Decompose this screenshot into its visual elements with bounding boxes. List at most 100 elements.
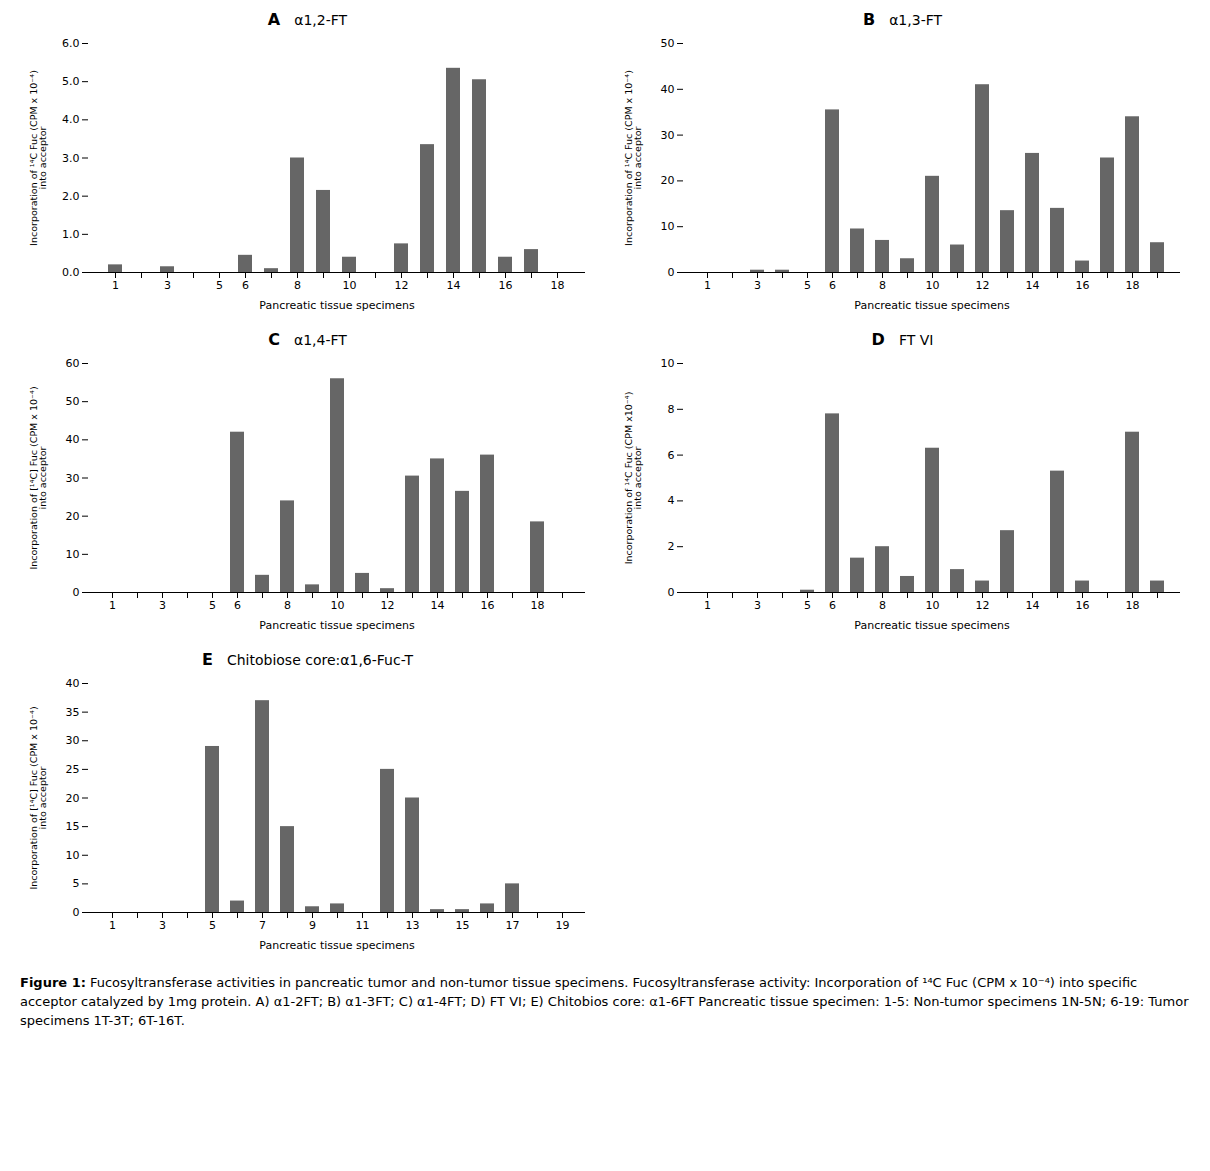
svg-text:16: 16 [1076,279,1090,292]
svg-text:Incorporation of ¹⁴C Fuc (CPM: Incorporation of ¹⁴C Fuc (CPM x 10⁻⁴)int… [623,70,644,246]
svg-text:8: 8 [879,599,886,612]
svg-text:12: 12 [381,599,395,612]
svg-text:12: 12 [395,279,409,292]
svg-text:30: 30 [66,734,80,747]
svg-text:8: 8 [294,279,301,292]
html-text:α1,2-FT: α1,2-FT [294,12,348,28]
svg-text:6: 6 [829,279,836,292]
svg-text:20: 20 [66,792,80,805]
svg-text:10: 10 [926,279,940,292]
svg-text:8: 8 [284,599,291,612]
svg-text:7: 7 [259,919,266,932]
svg-text:50: 50 [661,37,675,50]
svg-text:Incorporation of ¹⁴C Fuc (CPM: Incorporation of ¹⁴C Fuc (CPM x10⁻⁴)into… [623,392,644,565]
svg-text:10: 10 [331,599,345,612]
svg-text:14: 14 [431,599,445,612]
svg-text:10: 10 [926,599,940,612]
svg-text:Pancreatic tissue specimens: Pancreatic tissue specimens [854,619,1010,632]
svg-text:5: 5 [804,279,811,292]
svg-text:5: 5 [73,877,80,890]
svg-text:5: 5 [209,599,216,612]
svg-text:12: 12 [976,599,990,612]
svg-text:1: 1 [704,599,711,612]
html-text:α1,3-FT: α1,3-FT [889,12,942,28]
svg-text:30: 30 [66,472,80,485]
svg-text:5.0: 5.0 [62,75,80,88]
svg-text:50: 50 [66,395,80,408]
svg-text:60: 60 [66,357,80,370]
svg-text:15: 15 [66,820,80,833]
svg-text:10: 10 [66,849,80,862]
svg-text:35: 35 [66,706,80,719]
svg-text:1: 1 [109,919,116,932]
svg-text:0.0: 0.0 [62,266,80,279]
svg-text:11: 11 [356,919,370,932]
svg-text:5: 5 [209,919,216,932]
svg-text:14: 14 [1026,279,1040,292]
svg-text:16: 16 [1076,599,1090,612]
svg-text:0: 0 [668,586,675,599]
svg-text:6: 6 [829,599,836,612]
svg-text:14: 14 [447,279,461,292]
svg-text:Incorporation of [¹⁴C] Fuc (CP: Incorporation of [¹⁴C] Fuc (CPM x 10⁻⁴)i… [28,706,49,889]
svg-text:16: 16 [499,279,513,292]
svg-text:3: 3 [754,279,761,292]
svg-text:18: 18 [1126,599,1140,612]
svg-text:13: 13 [406,919,420,932]
svg-text:6: 6 [234,599,241,612]
svg-text:40: 40 [661,83,675,96]
svg-text:0: 0 [668,266,675,279]
svg-text:40: 40 [66,433,80,446]
svg-text:20: 20 [661,174,675,187]
svg-text:1: 1 [704,279,711,292]
svg-text:5: 5 [216,279,223,292]
html-text:α1,4-FT: α1,4-FT [293,332,347,348]
svg-text:1: 1 [112,279,119,292]
svg-text:16: 16 [481,599,495,612]
svg-text:3: 3 [159,919,166,932]
svg-text:14: 14 [1026,599,1040,612]
svg-text:10: 10 [343,279,357,292]
svg-text:Incorporation of [¹⁴C] Fuc (CP: Incorporation of [¹⁴C] Fuc (CPM x 10⁻⁴)i… [28,386,49,569]
svg-text:1: 1 [109,599,116,612]
svg-text:8: 8 [668,403,675,416]
svg-text:Pancreatic tissue specimens: Pancreatic tissue specimens [854,299,1010,312]
svg-text:18: 18 [1126,279,1140,292]
svg-text:25: 25 [66,763,80,776]
html-text:FT VI: FT VI [898,332,934,348]
svg-text:10: 10 [66,548,80,561]
svg-text:3: 3 [164,279,171,292]
svg-text:40: 40 [66,677,80,690]
svg-text:3: 3 [754,599,761,612]
svg-text:17: 17 [506,919,520,932]
svg-text:0: 0 [73,906,80,919]
svg-text:30: 30 [661,129,675,142]
svg-text:2.0: 2.0 [62,190,80,203]
svg-text:19: 19 [556,919,570,932]
svg-text:8: 8 [879,279,886,292]
svg-text:Pancreatic tissue specimens: Pancreatic tissue specimens [259,939,415,952]
svg-text:6: 6 [668,449,675,462]
svg-text:Incorporation of ¹⁴C Fuc (CPM: Incorporation of ¹⁴C Fuc (CPM x 10⁻⁴)int… [28,70,49,246]
svg-text:10: 10 [661,220,675,233]
svg-text:3: 3 [159,599,166,612]
svg-text:9: 9 [309,919,316,932]
svg-text:10: 10 [661,357,675,370]
svg-text:4.0: 4.0 [62,113,80,126]
svg-text:12: 12 [976,279,990,292]
html-text:Figure 1: Fucosyltransferase a: Figure 1: Fucosyltransferase activities … [20,975,1189,1028]
svg-text:3.0: 3.0 [62,152,80,165]
svg-text:4: 4 [668,494,675,507]
svg-text:15: 15 [456,919,470,932]
svg-text:18: 18 [551,279,565,292]
svg-text:5: 5 [804,599,811,612]
svg-text:1.0: 1.0 [62,228,80,241]
svg-text:6: 6 [242,279,249,292]
svg-text:Pancreatic tissue specimens: Pancreatic tissue specimens [259,619,415,632]
svg-text:2: 2 [668,540,675,553]
svg-text:0: 0 [73,586,80,599]
svg-text:20: 20 [66,510,80,523]
svg-text:Pancreatic tissue specimens: Pancreatic tissue specimens [259,299,415,312]
svg-text:6.0: 6.0 [62,37,80,50]
svg-text:18: 18 [531,599,545,612]
